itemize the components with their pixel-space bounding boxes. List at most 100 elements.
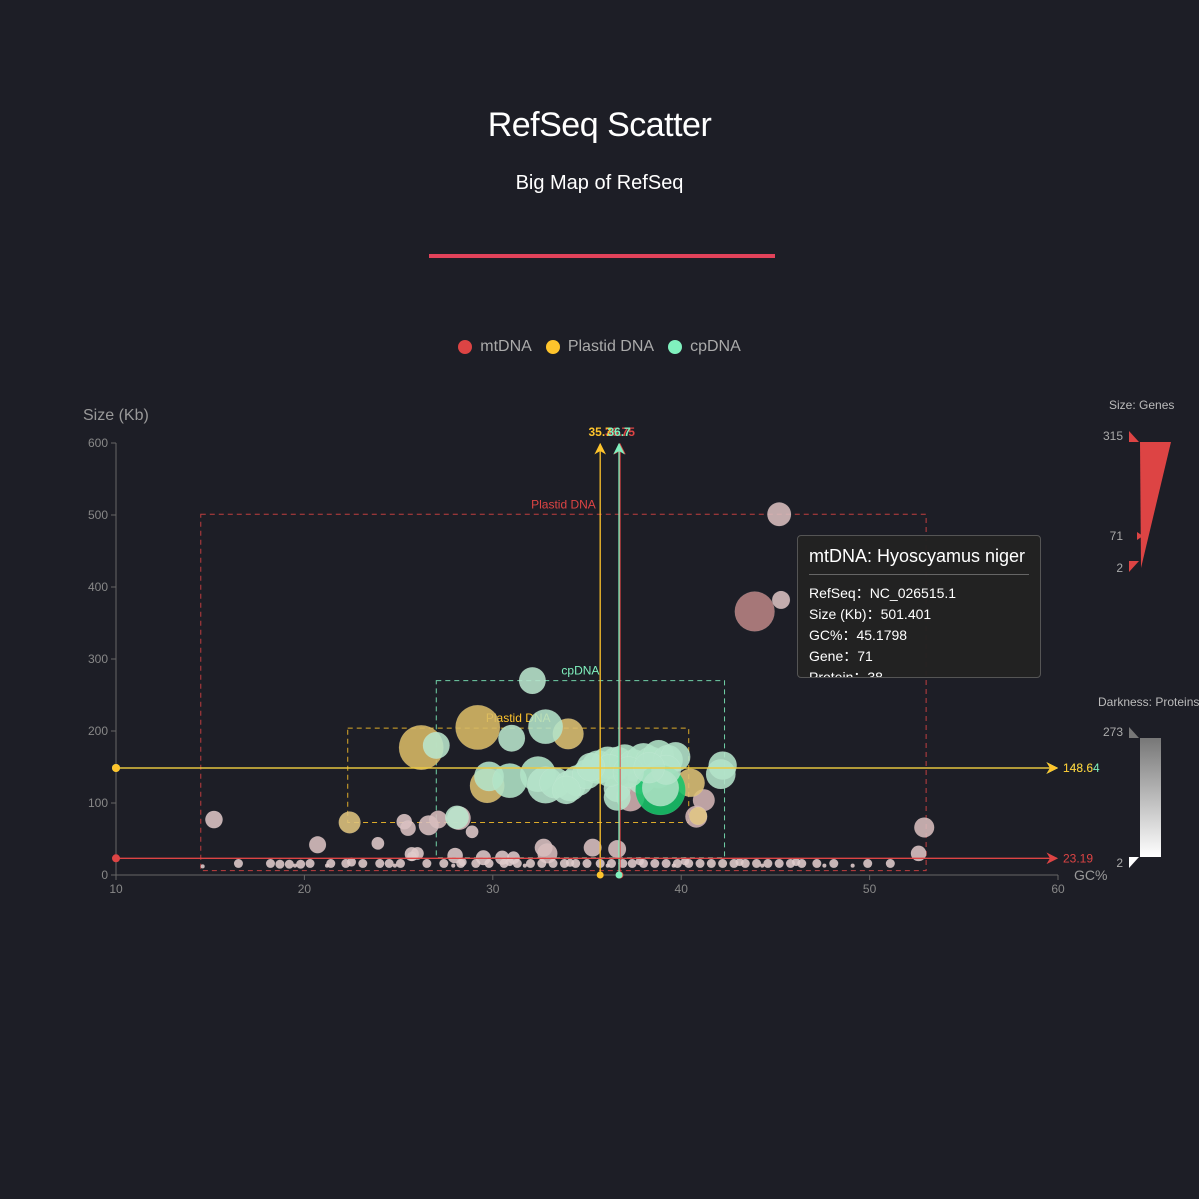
mark-area-cpdna: [435, 680, 726, 859]
data-point[interactable]: [759, 863, 765, 868]
data-point[interactable]: [525, 858, 536, 869]
y-tick-label: 100: [88, 796, 108, 810]
mark-area-mtdna: [200, 513, 927, 872]
data-point[interactable]: [603, 783, 631, 811]
darkness-handle-min: [1129, 857, 1139, 868]
data-point[interactable]: [458, 857, 467, 867]
data-point[interactable]: [661, 858, 671, 869]
data-point[interactable]: [565, 858, 575, 867]
data-point[interactable]: [791, 857, 801, 867]
data-point[interactable]: [498, 724, 526, 752]
data-point[interactable]: [522, 863, 528, 868]
data-point[interactable]: [265, 858, 276, 869]
data-point[interactable]: [295, 859, 306, 869]
data-point[interactable]: [605, 863, 610, 868]
data-point[interactable]: [635, 857, 644, 866]
darkness-visualmap-title: Darkness: Proteins: [1098, 695, 1199, 709]
mark-area-label: Plastid DNA: [531, 497, 596, 511]
data-point[interactable]: [518, 666, 546, 695]
data-point[interactable]: [695, 858, 705, 869]
mark-line-start: [596, 871, 604, 879]
data-point[interactable]: [717, 858, 728, 869]
data-point[interactable]: [822, 863, 827, 868]
data-point[interactable]: [771, 590, 791, 610]
data-point[interactable]: [400, 820, 416, 837]
mark-line-label: 36.7: [607, 425, 631, 439]
data-point[interactable]: [582, 858, 592, 869]
data-point[interactable]: [885, 858, 896, 869]
data-point[interactable]: [763, 858, 773, 869]
data-point[interactable]: [341, 858, 351, 869]
legend-marker-plastid: [545, 340, 560, 354]
data-point[interactable]: [407, 851, 417, 861]
data-point[interactable]: [751, 858, 762, 869]
size-handle-max: [1129, 431, 1139, 442]
data-point[interactable]: [650, 858, 660, 869]
data-point[interactable]: [308, 836, 327, 854]
data-point[interactable]: [706, 858, 717, 869]
legend-item-plastid[interactable]: Plastid DNA: [545, 338, 654, 356]
data-point[interactable]: [338, 811, 361, 834]
data-point[interactable]: [465, 825, 479, 839]
data-point[interactable]: [429, 810, 448, 829]
data-point[interactable]: [422, 731, 450, 760]
legend-item-mtdna[interactable]: mtDNA: [458, 338, 532, 356]
data-point[interactable]: [767, 502, 792, 527]
data-point[interactable]: [384, 858, 394, 869]
legend-item-cpdna[interactable]: cpDNA: [668, 338, 741, 356]
data-point[interactable]: [863, 858, 873, 869]
data-point[interactable]: [305, 858, 315, 869]
data-point[interactable]: [576, 752, 606, 782]
data-point[interactable]: [233, 858, 244, 869]
darkness-scale-label: 2: [1116, 856, 1123, 870]
data-point[interactable]: [275, 859, 285, 869]
data-point[interactable]: [200, 864, 205, 869]
data-point[interactable]: [548, 858, 558, 869]
data-point[interactable]: [671, 863, 676, 868]
data-point[interactable]: [444, 805, 470, 830]
mark-line-label: 148.6: [1063, 761, 1093, 775]
data-point[interactable]: [829, 858, 839, 869]
data-point[interactable]: [292, 863, 298, 868]
data-point[interactable]: [439, 858, 449, 869]
mark-line-label: 148.64: [1063, 761, 1100, 775]
data-point[interactable]: [914, 817, 935, 838]
data-point[interactable]: [450, 863, 456, 868]
data-point[interactable]: [422, 858, 432, 869]
mark-line-label: 23.19: [1063, 851, 1093, 865]
data-point[interactable]: [537, 858, 547, 869]
data-point[interactable]: [705, 759, 736, 790]
x-tick-label: 40: [675, 882, 689, 896]
data-point[interactable]: [910, 845, 927, 862]
data-point[interactable]: [324, 863, 330, 868]
data-point[interactable]: [358, 858, 368, 869]
data-point[interactable]: [512, 858, 522, 869]
data-point[interactable]: [528, 709, 564, 745]
data-point[interactable]: [607, 839, 627, 859]
data-point[interactable]: [774, 858, 784, 869]
size-handle-min: [1129, 561, 1139, 572]
data-point[interactable]: [627, 858, 637, 869]
data-point[interactable]: [375, 858, 385, 869]
data-point[interactable]: [455, 704, 501, 750]
data-point[interactable]: [583, 838, 602, 857]
data-point[interactable]: [284, 859, 295, 869]
data-point[interactable]: [734, 591, 775, 632]
data-point[interactable]: [505, 857, 514, 867]
data-point[interactable]: [205, 810, 223, 829]
data-point[interactable]: [688, 806, 708, 826]
data-point[interactable]: [551, 775, 581, 805]
data-point[interactable]: [680, 857, 690, 866]
data-point[interactable]: [735, 857, 744, 867]
data-point[interactable]: [395, 858, 406, 869]
page-subtitle: Big Map of RefSeq: [515, 172, 684, 194]
data-point[interactable]: [392, 863, 398, 868]
mark-area-label: cpDNA: [561, 664, 599, 678]
data-point[interactable]: [812, 858, 822, 869]
data-point[interactable]: [850, 863, 855, 868]
data-point[interactable]: [371, 836, 385, 850]
data-point[interactable]: [471, 858, 481, 869]
y-tick-label: 200: [88, 724, 108, 738]
data-point[interactable]: [484, 858, 494, 869]
